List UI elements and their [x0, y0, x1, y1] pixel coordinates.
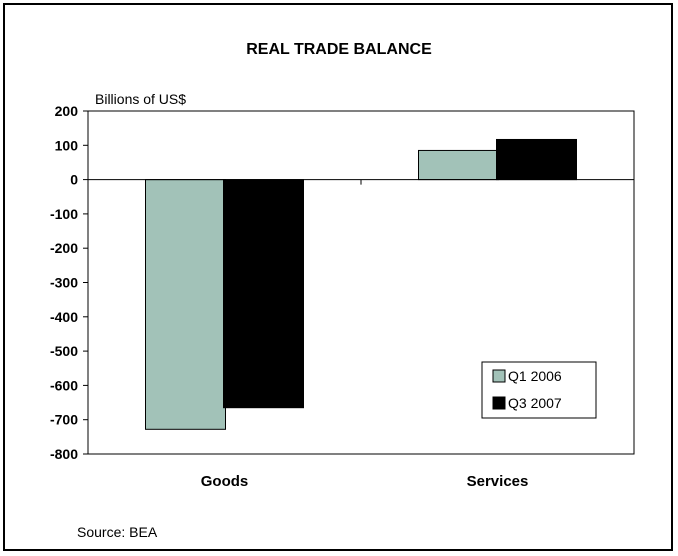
legend: Q1 2006 Q3 2007 [481, 361, 597, 419]
y-tick-label: -200 [50, 240, 78, 256]
y-tick-label: -300 [50, 275, 78, 291]
y-axis-label: Billions of US$ [95, 91, 186, 107]
bar-services-q1-2006 [418, 149, 499, 181]
chart-title: REAL TRADE BALANCE [246, 41, 432, 58]
y-tick-label: -400 [50, 309, 78, 325]
y-tick-label: -800 [50, 446, 78, 462]
bar-goods-q1-2006 [145, 179, 226, 430]
legend-label-q1-2006: Q1 2006 [508, 368, 562, 384]
category-label-services: Services [467, 473, 529, 490]
y-tick-label: 100 [55, 137, 79, 153]
bar-services-q3-2007 [496, 138, 577, 181]
y-tick-label: 200 [55, 103, 79, 119]
legend-swatch-q3-2007 [492, 396, 506, 410]
category-labels: Goods Services [201, 473, 529, 490]
bars [88, 138, 634, 430]
category-label-goods: Goods [201, 473, 249, 490]
y-tick-label: 0 [70, 172, 78, 188]
y-tick-label: -500 [50, 343, 78, 359]
legend-swatch-q1-2006 [492, 369, 506, 383]
y-tick-label: -100 [50, 206, 78, 222]
bar-goods-q3-2007 [223, 179, 304, 409]
y-tick-label: -700 [50, 412, 78, 428]
chart-frame [3, 3, 673, 551]
source-note: Source: BEA [77, 524, 158, 540]
y-ticks: 200 100 0 -100 -200 -300 -400 -500 -600 -700 -800 [50, 103, 88, 462]
legend-label-q3-2007: Q3 2007 [508, 395, 562, 411]
y-tick-label: -600 [50, 377, 78, 393]
